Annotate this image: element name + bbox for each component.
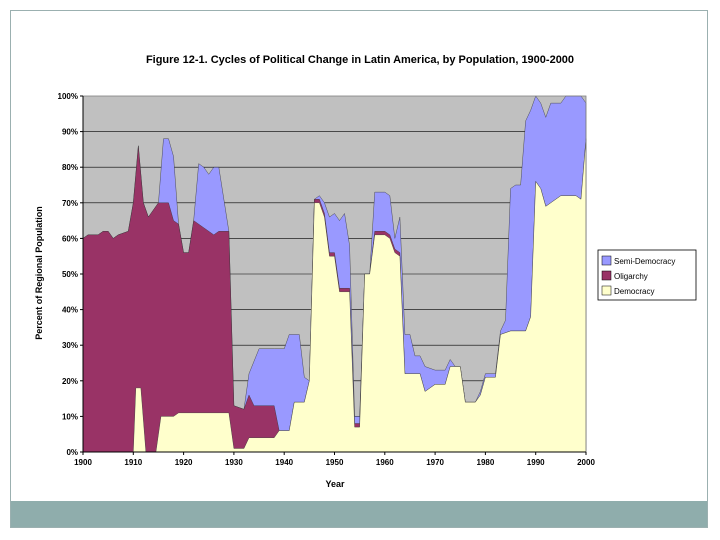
x-tick-label: 1980 — [477, 458, 495, 467]
y-tick-label: 20% — [62, 377, 78, 386]
x-tick-label: 1910 — [124, 458, 142, 467]
y-tick-label: 70% — [62, 199, 78, 208]
y-tick-label: 100% — [58, 92, 78, 101]
y-tick-label: 50% — [62, 270, 78, 279]
x-tick-label: 1930 — [225, 458, 243, 467]
y-tick-label: 10% — [62, 412, 78, 421]
tick-labels: 0% 10% 20% 30% 40% 50% 60% 70% 80% 90% 100% 1900 191… — [58, 92, 596, 467]
y-tick-label: 60% — [62, 234, 78, 243]
legend-box — [597, 249, 697, 301]
legend: Semi-Democracy Oligarchy Democracy — [597, 249, 697, 301]
x-tick-label: 1900 — [74, 458, 92, 467]
x-tick-label: 2000 — [577, 458, 595, 467]
y-tick-label: 0% — [66, 448, 78, 457]
legend-swatch — [601, 270, 612, 281]
y-tick-label: 40% — [62, 306, 78, 315]
axes — [80, 95, 587, 455]
x-tick-label: 1990 — [527, 458, 545, 467]
legend-label: Democracy — [614, 287, 654, 296]
x-tick-label: 1940 — [275, 458, 293, 467]
legend-label: Semi-Democracy — [614, 257, 675, 266]
y-axis-label: Percent of Regional Population — [34, 206, 44, 340]
x-axis-label: Year — [325, 479, 345, 489]
area-series — [82, 95, 587, 453]
footer-bar — [11, 501, 707, 527]
y-tick-label: 30% — [62, 341, 78, 350]
legend-swatch — [601, 255, 612, 266]
x-tick-label: 1960 — [376, 458, 394, 467]
legend-label: Oligarchy — [614, 272, 648, 281]
x-tick-label: 1920 — [175, 458, 193, 467]
x-tick-label: 1970 — [426, 458, 444, 467]
y-tick-label: 90% — [62, 128, 78, 137]
y-tick-label: 80% — [62, 163, 78, 172]
chart-title: Figure 12-1. Cycles of Political Change … — [146, 54, 574, 66]
area-democracy — [83, 138, 587, 453]
legend-swatch — [601, 285, 612, 296]
x-tick-label: 1950 — [326, 458, 344, 467]
